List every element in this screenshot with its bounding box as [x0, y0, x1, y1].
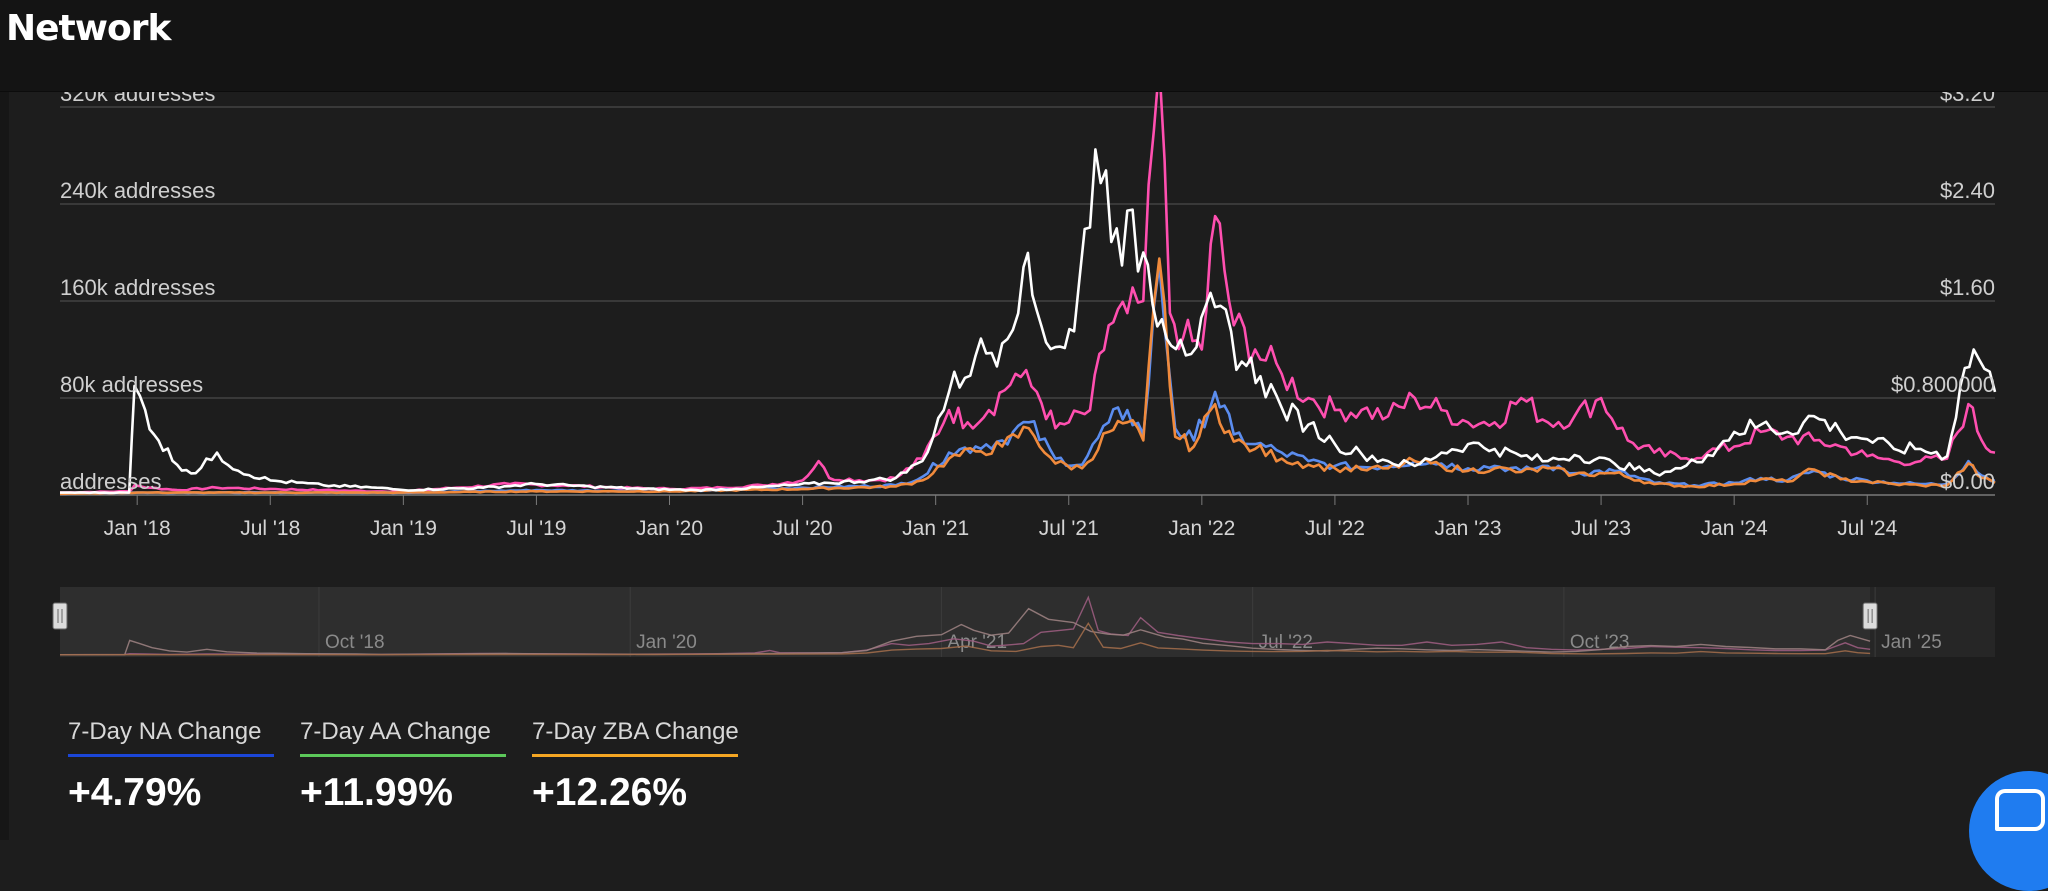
left-edge [0, 92, 9, 840]
stat-na-value: +4.79% [68, 771, 202, 814]
x-axis-label: Jul '18 [240, 517, 300, 540]
x-axis-label: Jan '19 [370, 517, 437, 540]
x-axis-label: Jan '20 [636, 517, 703, 540]
chat-support-button[interactable] [1969, 771, 2048, 891]
x-axis-label: Jul '21 [1039, 517, 1099, 540]
y-axis-right-label: $3.20 [1940, 92, 1995, 106]
y-axis-left-label: 320k addresses [60, 92, 215, 106]
y-axis-right-label: $1.60 [1940, 275, 1995, 300]
stat-na-label: 7-Day NA Change [68, 718, 274, 757]
network-chart: addresses 80k addresses 160k addresses 240k… [52, 92, 1997, 657]
stats-legend: 7-Day NA Change +4.79% 7-Day AA Change +… [68, 718, 739, 815]
stat-zba-value: +12.26% [532, 771, 688, 814]
y-axis-left-label: addresses [60, 469, 162, 494]
series-line-zba [60, 257, 1996, 496]
navigator-right-handle[interactable] [1862, 602, 1878, 630]
y-axis-left-label: 240k addresses [60, 178, 215, 203]
series-line-aa [59, 92, 1996, 494]
navigator-label: Jul '22 [1259, 632, 1313, 653]
stat-aa-label: 7-Day AA Change [300, 718, 506, 757]
x-axis-label: Jul '19 [506, 517, 566, 540]
stat-zba-change[interactable]: 7-Day ZBA Change +12.26% [532, 718, 739, 815]
x-axis-label: Jan '22 [1168, 517, 1235, 540]
x-axis-label: Jan '18 [104, 517, 171, 540]
x-axis-label: Jul '20 [773, 517, 833, 540]
navigator-series-zba [59, 621, 1871, 656]
x-axis-label: Jan '21 [902, 517, 969, 540]
page-title: Network [6, 8, 171, 49]
x-axis-label: Jan '24 [1701, 517, 1768, 540]
y-axis-left-label: 80k addresses [60, 372, 203, 397]
y-axis-right-label: $0.00 [1940, 469, 1995, 494]
x-axis-label: Jan '23 [1434, 517, 1501, 540]
stat-aa-value: +11.99% [300, 771, 453, 814]
header-bar: Network [0, 0, 2048, 92]
y-axis-labels: addresses 80k addresses 160k addresses 240k… [60, 92, 1995, 494]
range-navigator[interactable]: Oct '18 Jan '20 Apr '21 Jul '22 Oct '23 Jan '… [52, 587, 1995, 657]
navigator-label: Jan '20 [636, 632, 697, 653]
navigator-left-handle[interactable] [52, 602, 68, 630]
y-axis-right-label: $0.800000 [1891, 372, 1995, 397]
stat-aa-change[interactable]: 7-Day AA Change +11.99% [300, 718, 506, 815]
x-axis-label: Jul '23 [1571, 517, 1631, 540]
x-axis-label: Jul '24 [1837, 517, 1897, 540]
navigator-label: Jan '25 [1881, 632, 1942, 653]
stat-zba-label: 7-Day ZBA Change [532, 718, 739, 757]
x-axis-label: Jul '22 [1305, 517, 1365, 540]
chat-icon [1995, 789, 2045, 831]
y-axis-left-label: 160k addresses [60, 275, 215, 300]
y-axis-right-label: $2.40 [1940, 178, 1995, 203]
navigator-selection [60, 587, 1871, 657]
stat-na-change[interactable]: 7-Day NA Change +4.79% [68, 718, 274, 815]
navigator-label: Oct '18 [325, 632, 385, 653]
x-axis: Jan '18 Jul '18 Jan '19 Jul '19 Jan '20 Jul '… [104, 495, 1898, 540]
series-lines [59, 92, 1997, 496]
series-line-price [60, 148, 1997, 495]
grid-lines [60, 106, 1995, 496]
